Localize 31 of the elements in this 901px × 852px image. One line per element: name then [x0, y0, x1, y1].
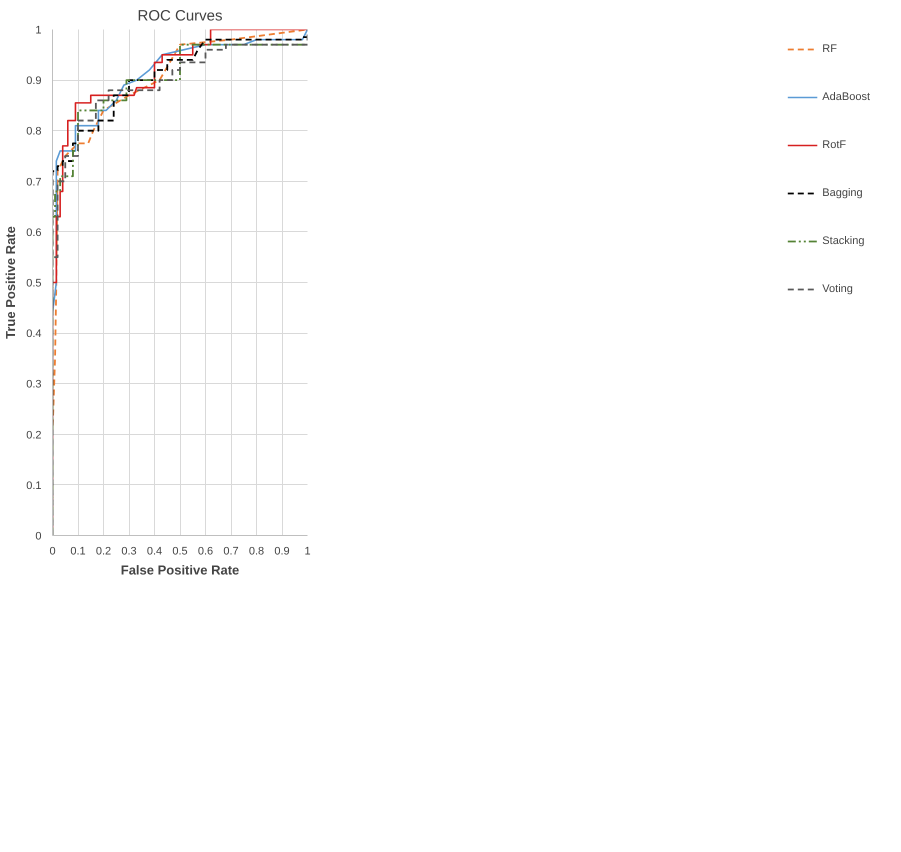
y-tick-label: 0.4 — [26, 328, 42, 340]
y-tick-label: 0.8 — [26, 126, 42, 138]
x-tick-label: 0.7 — [223, 546, 239, 558]
x-tick-label: 0.5 — [172, 546, 188, 558]
x-tick-label: 0.4 — [146, 546, 162, 558]
x-tick-label: 0.6 — [198, 546, 214, 558]
legend-label: Bagging — [822, 187, 863, 199]
legend-label: RF — [822, 43, 838, 55]
y-tick-label: 0.5 — [26, 278, 42, 290]
legend-label: AdaBoost — [822, 91, 870, 103]
y-tick-label: 0.9 — [26, 75, 42, 88]
y-tick-label: 1 — [35, 24, 42, 36]
y-axis-title: True Positive Rate — [3, 226, 18, 339]
y-tick-label: 0.2 — [26, 429, 42, 442]
y-tick-label: 0.6 — [26, 226, 42, 239]
x-tick-label: 0.1 — [70, 546, 86, 558]
x-tick-label: 0.2 — [96, 546, 112, 558]
y-tick-label: 0 — [35, 530, 42, 542]
y-tick-label: 0.7 — [26, 176, 42, 188]
x-tick-label: 0.8 — [248, 546, 264, 558]
y-tick-label: 0.1 — [26, 480, 42, 492]
x-tick-label: 0.9 — [274, 546, 290, 558]
x-tick-label: 1 — [304, 546, 311, 558]
x-tick-label: 0.3 — [121, 546, 137, 558]
legend-label: Stacking — [822, 235, 864, 247]
legend-label: RotF — [822, 139, 846, 151]
x-axis-title: False Positive Rate — [120, 562, 240, 578]
x-tick-label: 0 — [49, 546, 56, 558]
legend-label: Voting — [822, 283, 853, 295]
chart-title: ROC Curves — [137, 8, 223, 24]
y-tick-label: 0.3 — [26, 378, 42, 391]
